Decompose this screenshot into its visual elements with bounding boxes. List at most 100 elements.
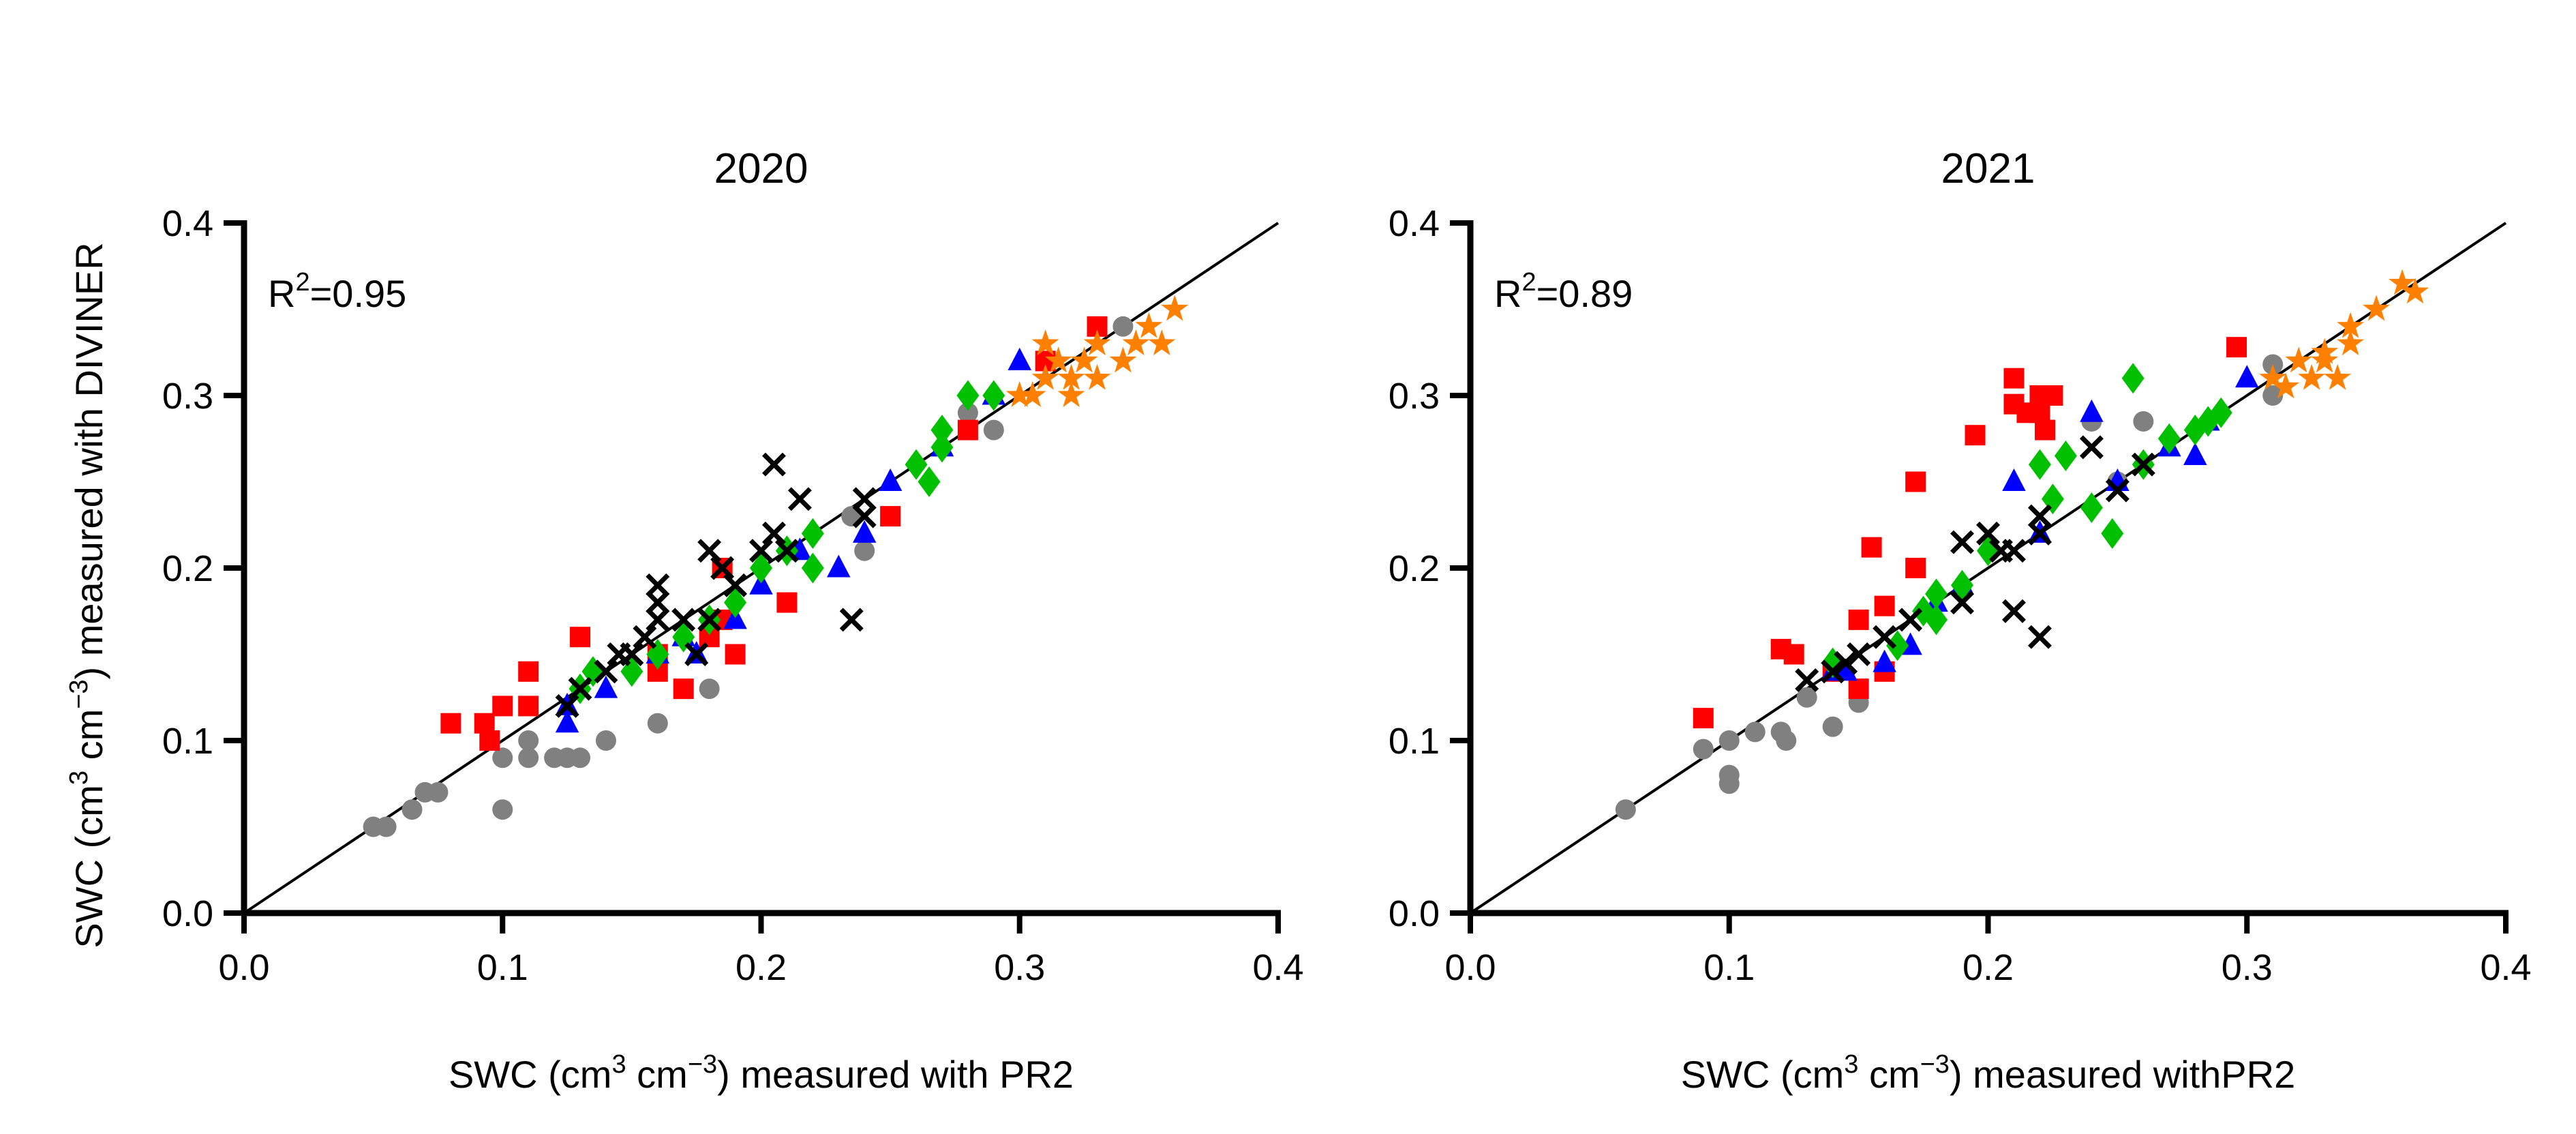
square-point <box>1905 471 1926 492</box>
star-point <box>2401 278 2429 304</box>
x-axis-label-pre: SWC (cm <box>449 1053 612 1096</box>
triangle-point <box>878 468 903 491</box>
diamond-point <box>2028 449 2051 480</box>
r-squared-annotation: R2=0.95 <box>268 268 406 315</box>
x-axis-label-sup2: −3 <box>1920 1050 1950 1079</box>
square-point <box>1861 537 1882 558</box>
series-star <box>1005 295 1189 407</box>
cross-point <box>1795 668 1819 692</box>
x-axis-label-post: ) measured with PR2 <box>717 1053 1074 1096</box>
r-label: R <box>268 272 295 315</box>
cross-point <box>723 573 748 597</box>
cross-point <box>2131 452 2155 477</box>
triangle-point <box>555 710 579 733</box>
x-tick-label: 0.1 <box>1703 947 1755 988</box>
star-point <box>1044 346 1072 373</box>
y-tick-label: 0.2 <box>162 548 213 589</box>
circle-point <box>1615 799 1636 820</box>
circle-point <box>1822 716 1843 737</box>
panel-2021: 2021 0.0 0.1 0.2 0.3 0.4 0.0 0.1 0.2 0.3 0.4 R2=0.8… <box>1389 145 2532 1096</box>
diamond-point <box>1886 630 1909 661</box>
star-point <box>1083 329 1111 356</box>
circle-point <box>570 747 591 769</box>
star-point <box>1135 312 1163 338</box>
series-square <box>1693 337 2247 729</box>
star-point <box>2311 346 2339 373</box>
x-tick-label: 0.3 <box>994 947 1045 988</box>
y-tick-label: 0.0 <box>1389 893 1440 934</box>
diamond-point <box>2054 441 2077 472</box>
x-axis-label-mid: cm <box>626 1053 688 1096</box>
square-point <box>479 730 500 751</box>
cross-point <box>2027 504 2052 528</box>
cross-point <box>2079 435 2104 460</box>
diamond-point <box>905 449 928 480</box>
circle-point <box>957 402 978 423</box>
circle-point <box>699 678 720 700</box>
star-point <box>2337 312 2365 338</box>
x-axis-label-sup1: 3 <box>611 1050 626 1079</box>
y-tick-label: 0.0 <box>162 893 213 934</box>
cross-point <box>787 487 812 511</box>
square-point <box>570 627 591 648</box>
series-cross <box>555 452 877 718</box>
star-point <box>2285 346 2313 373</box>
r-value: =0.89 <box>1536 272 1633 315</box>
star-point <box>1161 295 1189 321</box>
y-tick-label: 0.1 <box>1389 721 1440 762</box>
triangle-point <box>2080 399 2104 422</box>
diamond-point <box>2121 363 2145 394</box>
x-tick-label: 0.4 <box>1252 947 1303 988</box>
cross-point <box>1950 591 1974 615</box>
cross-point <box>1950 530 1974 554</box>
square-point <box>673 678 694 700</box>
x-tick-label: 0.1 <box>477 947 528 988</box>
square-point <box>957 419 978 441</box>
circle-point <box>1776 730 1797 751</box>
diamond-point <box>2209 397 2232 428</box>
cross-point <box>594 659 618 684</box>
star-point <box>1122 329 1150 356</box>
star-point <box>2311 338 2339 364</box>
cross-point <box>646 573 670 597</box>
x-axis-label-mid: cm <box>1858 1053 1920 1096</box>
y-tick-label: 0.4 <box>162 203 213 244</box>
cross-point <box>1898 608 1923 632</box>
cross-point <box>684 642 709 666</box>
cross-point <box>749 539 773 563</box>
circle-point <box>492 747 513 769</box>
cross-point <box>633 625 657 649</box>
x-axis-label-sup2: −3 <box>688 1050 717 1079</box>
cross-point <box>761 521 786 546</box>
square-point <box>518 661 539 682</box>
x-axis-label-sup1: 3 <box>1844 1050 1858 1079</box>
star-point <box>1057 363 1085 390</box>
diamond-point <box>724 587 747 618</box>
diamond-point <box>982 380 1005 411</box>
cross-point <box>646 591 670 615</box>
x-axis-label-pre: SWC (cm <box>1681 1053 1845 1096</box>
x-axis-label: SWC (cm3 cm−3) measured withPR2 <box>1681 1050 2296 1096</box>
triangle-point <box>1834 658 1858 681</box>
triangle-point <box>2002 468 2026 491</box>
cross-point <box>2002 599 2026 623</box>
circle-point <box>518 730 539 751</box>
series-circle <box>363 316 1134 837</box>
one-to-one-line <box>1469 222 2507 914</box>
y-axis-label-sup2: −3 <box>65 679 93 708</box>
triangle-point <box>2183 443 2207 466</box>
square-point <box>1693 708 1714 729</box>
r-sup: 2 <box>1521 268 1536 297</box>
circle-point <box>1796 687 1817 708</box>
cross-point <box>2027 625 2052 649</box>
cross-point <box>710 556 735 580</box>
triangle-point <box>2235 365 2259 388</box>
cross-point <box>697 539 722 563</box>
triangle-point <box>594 675 618 698</box>
panel-2020: 2020 0.0 0.1 0.2 0.3 0.4 0.0 0.1 0.2 0.3 0.4 R2=0.9… <box>65 145 1304 1096</box>
cross-point <box>671 608 696 632</box>
x-tick-label: 0.0 <box>1444 947 1496 988</box>
square-point <box>725 644 746 665</box>
cross-point <box>2105 478 2130 503</box>
star-point <box>2363 295 2391 321</box>
